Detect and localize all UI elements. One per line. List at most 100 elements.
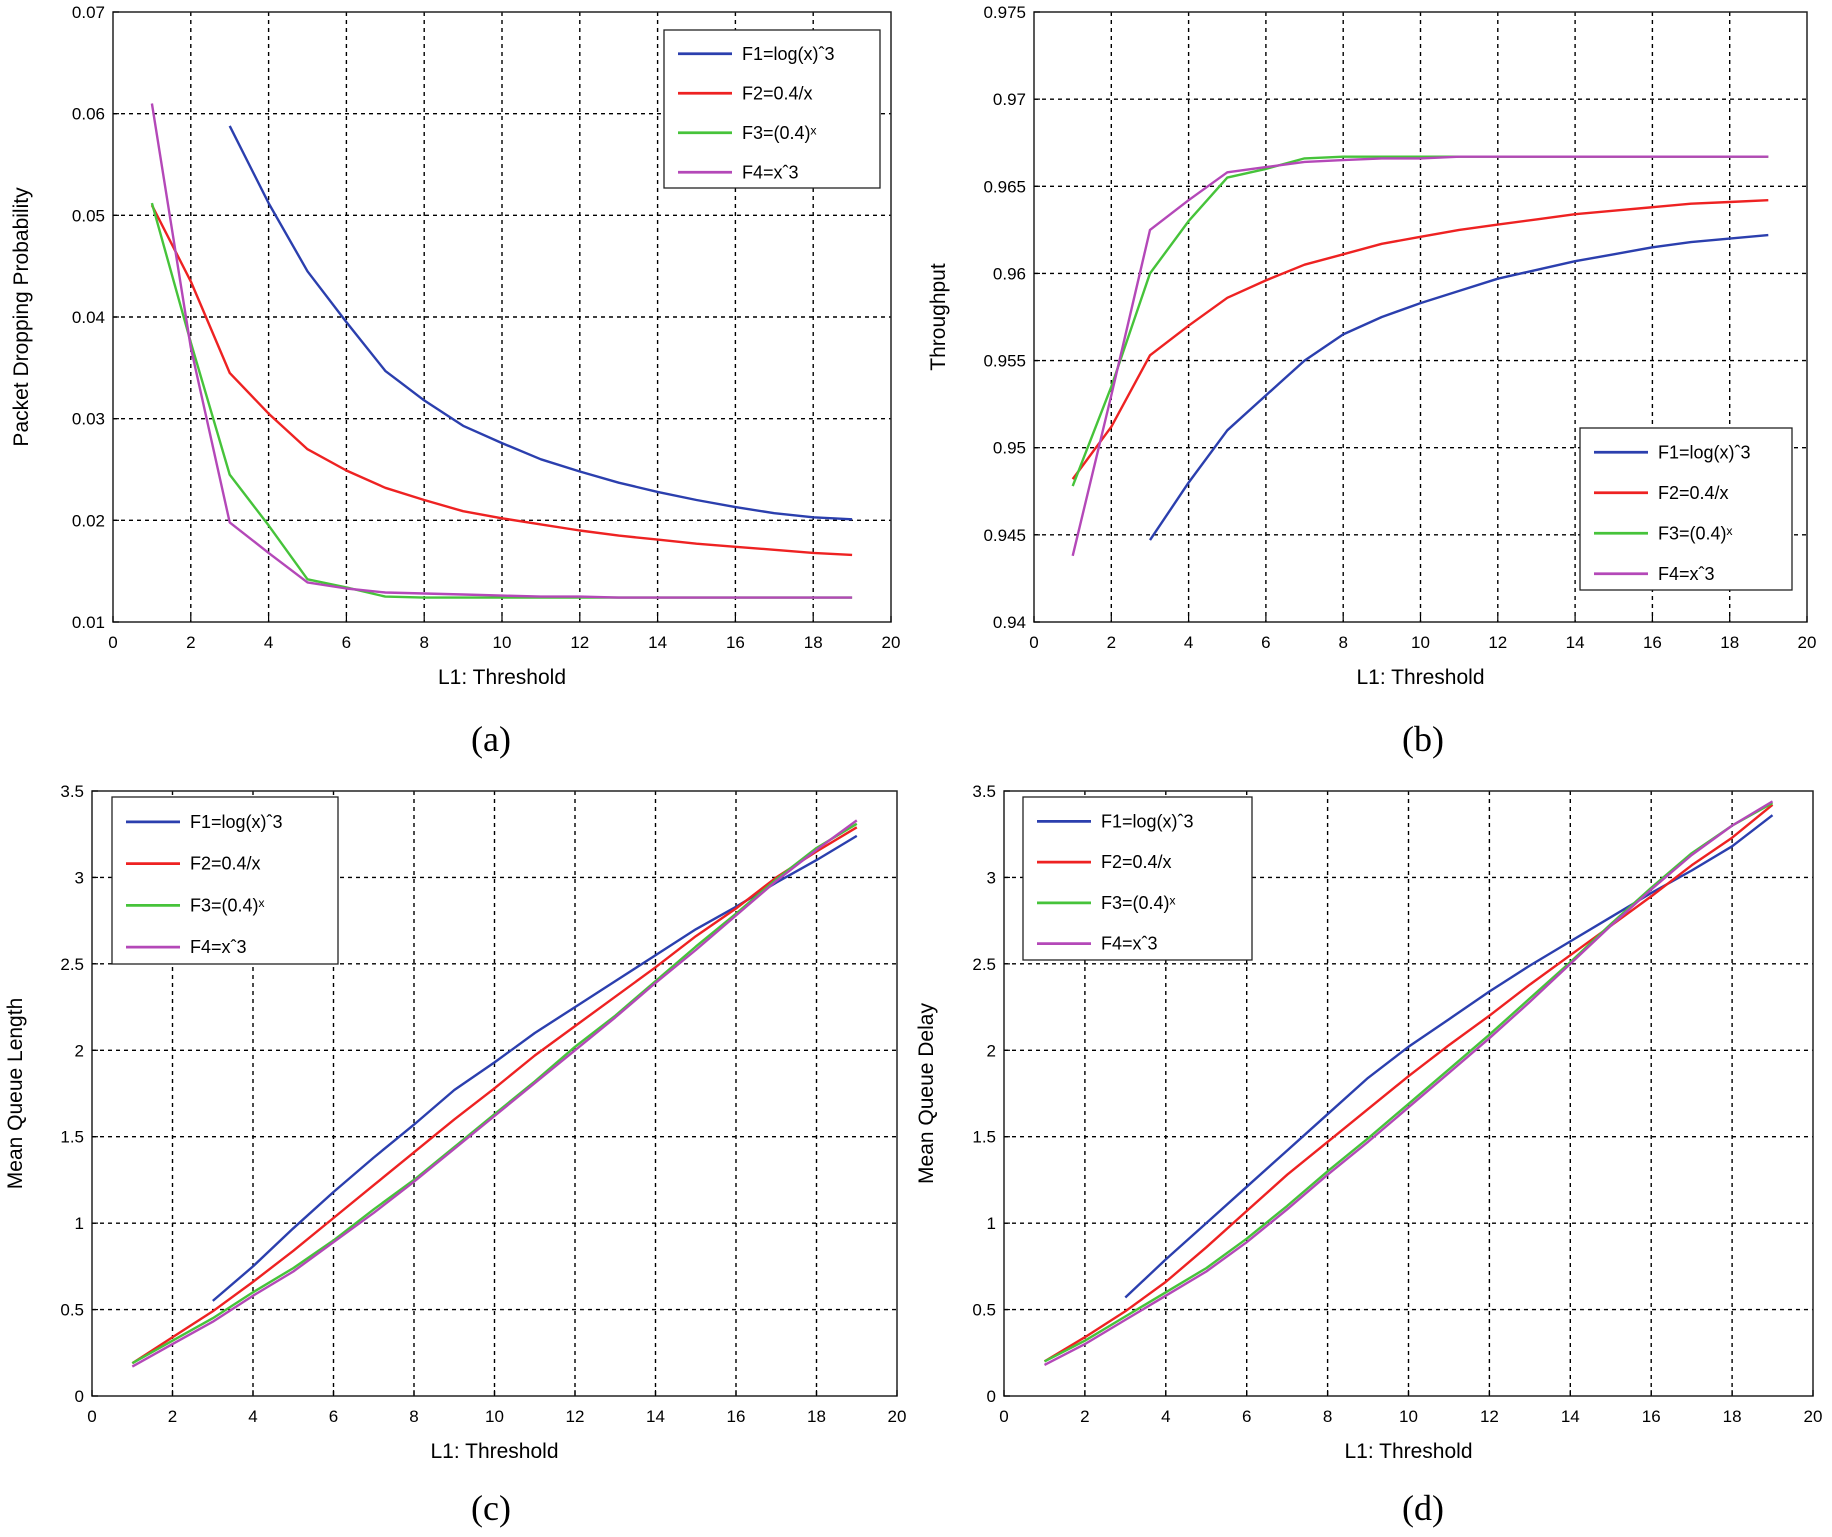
y-axis-label: Mean Queue Length bbox=[4, 998, 27, 1189]
y-tick-label: 0.05 bbox=[72, 206, 105, 225]
legend-label-f2: F2=0.4/x bbox=[742, 83, 813, 103]
x-tick-label: 20 bbox=[1798, 633, 1817, 652]
x-tick-label: 14 bbox=[648, 633, 667, 652]
series-line-f1 bbox=[228, 125, 853, 521]
series-line-f4 bbox=[1043, 800, 1774, 1366]
legend-label-f4: F4=xˆ3 bbox=[742, 162, 799, 182]
legend-label-f1: F1=log(x)ˆ3 bbox=[1101, 811, 1194, 831]
y-tick-label: 0.5 bbox=[972, 1301, 996, 1320]
x-tick-label: 14 bbox=[646, 1407, 665, 1426]
x-tick-label: 12 bbox=[570, 633, 589, 652]
panel-caption: (b) bbox=[1402, 719, 1444, 759]
y-tick-label: 0 bbox=[75, 1387, 84, 1406]
x-tick-label: 12 bbox=[1488, 633, 1507, 652]
x-tick-label: 2 bbox=[168, 1407, 177, 1426]
x-tick-label: 12 bbox=[566, 1407, 585, 1426]
series-line-f2 bbox=[1071, 199, 1769, 480]
legend-label-f3: F3=(0.4)ˣ bbox=[190, 895, 265, 915]
y-axis-label: Packet Dropping Probability bbox=[10, 187, 33, 447]
x-tick-label: 16 bbox=[1642, 1407, 1661, 1426]
legend-label-f1: F1=log(x)ˆ3 bbox=[190, 812, 283, 832]
legend-label-f1: F1=log(x)ˆ3 bbox=[742, 44, 835, 64]
y-tick-label: 2.5 bbox=[972, 955, 996, 974]
x-tick-label: 14 bbox=[1566, 633, 1585, 652]
y-tick-label: 0.97 bbox=[993, 90, 1026, 109]
y-tick-label: 0.01 bbox=[72, 613, 105, 632]
y-tick-label: 0.5 bbox=[60, 1301, 84, 1320]
x-tick-label: 18 bbox=[804, 633, 823, 652]
legend: F1=log(x)ˆ3 F2=0.4/x F3=(0.4)ˣ F4=xˆ3 bbox=[111, 796, 339, 965]
series-line-f2 bbox=[1043, 803, 1774, 1363]
y-tick-label: 0.965 bbox=[983, 177, 1026, 196]
x-tick-label: 10 bbox=[1411, 633, 1430, 652]
x-tick-label: 20 bbox=[1804, 1407, 1823, 1426]
y-tick-label: 0.94 bbox=[993, 613, 1026, 632]
y-tick-label: 2 bbox=[987, 1041, 996, 1060]
panel-caption: (d) bbox=[1402, 1488, 1444, 1528]
y-tick-label: 1 bbox=[75, 1214, 84, 1233]
x-tick-label: 14 bbox=[1561, 1407, 1580, 1426]
legend-label-f4: F4=xˆ3 bbox=[1101, 934, 1158, 954]
legend-label-f3: F3=(0.4)ˣ bbox=[1658, 523, 1733, 543]
x-tick-label: 4 bbox=[1161, 1407, 1170, 1426]
y-tick-label: 0.07 bbox=[72, 3, 105, 22]
x-tick-label: 0 bbox=[108, 633, 117, 652]
legend-label-f4: F4=xˆ3 bbox=[190, 937, 247, 957]
y-tick-label: 1.5 bbox=[972, 1128, 996, 1147]
y-tick-label: 0.945 bbox=[983, 526, 1026, 545]
x-tick-label: 6 bbox=[1261, 633, 1270, 652]
x-axis-label: L1: Threshold bbox=[1344, 1440, 1472, 1463]
legend-label-f1: F1=log(x)ˆ3 bbox=[1658, 442, 1751, 462]
y-axis-label: Throughput bbox=[927, 263, 950, 371]
legend-box bbox=[663, 29, 881, 189]
chart-drop-prob: 0 2 4 6 8 10 12 14 16 18 20 0.01 0.02 0.03 0.04 0.05 0.0… bbox=[10, 3, 900, 759]
x-tick-label: 2 bbox=[1107, 633, 1116, 652]
legend-label-f2: F2=0.4/x bbox=[1658, 483, 1729, 503]
chart-queue-length: 0 2 4 6 8 10 12 14 16 18 20 0 0.5 1 1.5 2 2.5 3 3.5 L1: Thr… bbox=[4, 782, 906, 1528]
y-tick-label: 0.95 bbox=[993, 439, 1026, 458]
legend: F1=log(x)ˆ3 F2=0.4/x F3=(0.4)ˣ F4=xˆ3 bbox=[1579, 427, 1793, 591]
x-axis-label: L1: Threshold bbox=[438, 666, 566, 689]
x-tick-label: 8 bbox=[419, 633, 428, 652]
x-tick-label: 2 bbox=[1080, 1407, 1089, 1426]
y-tick-label: 2.5 bbox=[60, 955, 84, 974]
legend-label-f3: F3=(0.4)ˣ bbox=[1101, 893, 1176, 913]
y-tick-label: 3 bbox=[75, 868, 84, 887]
legend-label-f4: F4=xˆ3 bbox=[1658, 564, 1715, 584]
x-tick-label: 20 bbox=[882, 633, 901, 652]
x-tick-label: 0 bbox=[1029, 633, 1038, 652]
series-line-f4 bbox=[1071, 155, 1769, 557]
x-tick-label: 8 bbox=[409, 1407, 418, 1426]
x-tick-label: 0 bbox=[87, 1407, 96, 1426]
x-tick-label: 4 bbox=[248, 1407, 257, 1426]
series-line-f2 bbox=[150, 204, 853, 557]
legend: F1=log(x)ˆ3 F2=0.4/x F3=(0.4)ˣ F4=xˆ3 bbox=[1022, 796, 1253, 961]
x-tick-label: 0 bbox=[999, 1407, 1008, 1426]
series-line-f4 bbox=[150, 103, 853, 599]
x-tick-label: 8 bbox=[1338, 633, 1347, 652]
legend-label-f2: F2=0.4/x bbox=[190, 854, 261, 874]
x-tick-label: 10 bbox=[493, 633, 512, 652]
y-tick-label: 0.96 bbox=[993, 264, 1026, 283]
y-tick-label: 1 bbox=[987, 1214, 996, 1233]
x-tick-label: 16 bbox=[727, 1407, 746, 1426]
y-axis-label: Mean Queue Delay bbox=[915, 1003, 938, 1184]
x-tick-label: 16 bbox=[1643, 633, 1662, 652]
legend-label-f3: F3=(0.4)ˣ bbox=[742, 123, 817, 143]
x-tick-label: 18 bbox=[807, 1407, 826, 1426]
y-tick-label: 0.975 bbox=[983, 3, 1026, 22]
x-tick-label: 2 bbox=[186, 633, 195, 652]
y-tick-label: 3.5 bbox=[60, 782, 84, 801]
x-tick-label: 8 bbox=[1323, 1407, 1332, 1426]
y-tick-label: 0 bbox=[987, 1387, 996, 1406]
legend-box bbox=[1579, 427, 1793, 591]
chart-queue-delay: 0 2 4 6 8 10 12 14 16 18 20 0 0.5 1 1.5 2 2.5 3 3.5 L1: Thr… bbox=[915, 782, 1822, 1528]
series-line-f3 bbox=[1043, 802, 1774, 1363]
series-line-f2 bbox=[131, 826, 858, 1365]
legend-label-f2: F2=0.4/x bbox=[1101, 852, 1172, 872]
x-tick-label: 18 bbox=[1720, 633, 1739, 652]
x-tick-label: 6 bbox=[1242, 1407, 1251, 1426]
series-line-f3 bbox=[131, 822, 858, 1365]
legend: F1=log(x)ˆ3 F2=0.4/x F3=(0.4)ˣ F4=xˆ3 bbox=[663, 29, 881, 189]
